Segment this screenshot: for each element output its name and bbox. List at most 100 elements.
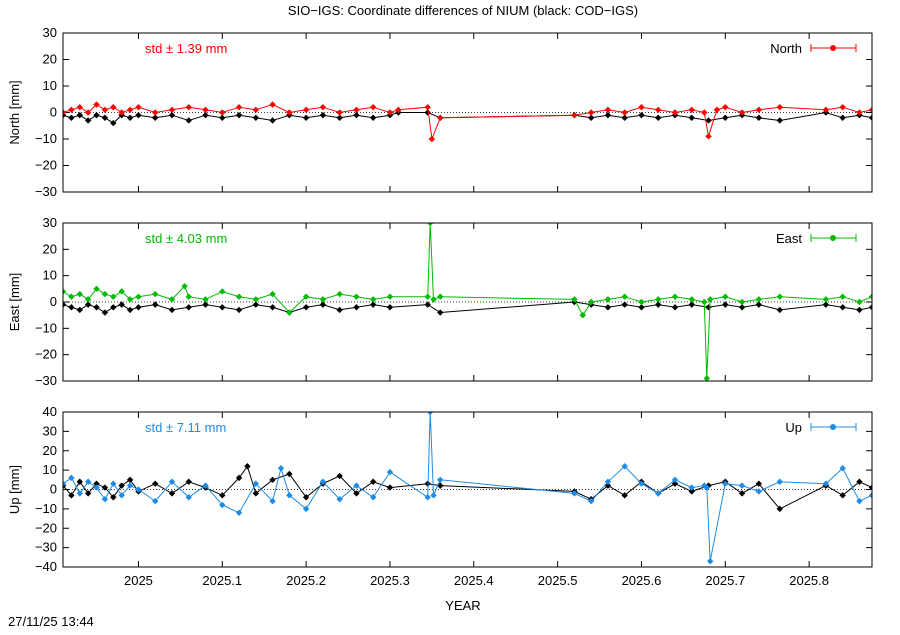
- data-point: [185, 478, 192, 485]
- data-point: [671, 109, 679, 116]
- plot-frame: [62, 222, 873, 382]
- data-point: [219, 304, 226, 311]
- data-point: [701, 109, 708, 116]
- data-point: [705, 304, 712, 311]
- data-point: [269, 304, 276, 311]
- data-point: [235, 293, 243, 300]
- data-point: [386, 293, 394, 300]
- series-north: [63, 101, 872, 143]
- data-point: [703, 484, 711, 491]
- data-point: [152, 114, 159, 121]
- data-point: [202, 296, 209, 303]
- data-point: [671, 304, 679, 311]
- data-point: [126, 306, 134, 314]
- data-point: [302, 505, 310, 513]
- data-point: [755, 106, 763, 114]
- legend-label: Up: [785, 420, 802, 435]
- data-point: [369, 478, 377, 485]
- series-reference: [63, 463, 872, 513]
- data-point: [202, 106, 209, 114]
- y-tick-label: −40: [35, 559, 57, 574]
- data-point: [302, 494, 310, 501]
- data-point: [571, 111, 578, 119]
- data-point: [856, 109, 863, 116]
- data-point: [101, 309, 109, 316]
- series-reference: [63, 109, 872, 127]
- data-point: [269, 290, 276, 298]
- data-point: [84, 117, 92, 124]
- data-point: [319, 478, 327, 485]
- timestamp: 27/11/25 13:44: [8, 614, 94, 629]
- data-point: [655, 301, 662, 308]
- data-point: [181, 283, 188, 290]
- data-point: [604, 111, 612, 119]
- data-point: [126, 476, 134, 484]
- data-point: [604, 296, 612, 303]
- data-point: [369, 494, 377, 501]
- data-point: [688, 488, 695, 495]
- data-point: [168, 296, 176, 303]
- data-point: [319, 296, 327, 303]
- data-point: [604, 106, 612, 114]
- data-point: [722, 114, 729, 121]
- data-point: [353, 482, 360, 489]
- data-point: [705, 117, 712, 124]
- data-point: [755, 296, 763, 303]
- data-point: [219, 114, 226, 121]
- data-point: [856, 306, 863, 314]
- data-point: [655, 114, 662, 121]
- data-point: [235, 306, 243, 314]
- data-point: [152, 290, 159, 298]
- data-point: [571, 296, 578, 303]
- y-tick-label: 20: [43, 443, 57, 458]
- y-tick-label: 10: [43, 462, 57, 477]
- data-point: [152, 497, 159, 505]
- data-point: [302, 293, 310, 300]
- data-point: [776, 505, 783, 513]
- data-point: [286, 470, 293, 478]
- data-point: [219, 501, 226, 509]
- data-point: [437, 309, 444, 316]
- data-point: [839, 464, 846, 472]
- x-tick-label: 2025.3: [370, 573, 410, 588]
- data-point: [76, 306, 83, 314]
- data-point: [126, 114, 134, 121]
- x-tick-label: 2025.2: [286, 573, 326, 588]
- data-point: [135, 293, 142, 300]
- x-tick-label: 2025.4: [454, 573, 494, 588]
- series-line: [63, 301, 872, 314]
- data-point: [185, 494, 192, 501]
- data-point: [839, 104, 846, 111]
- data-point: [353, 490, 360, 497]
- data-point: [424, 301, 431, 308]
- data-point: [688, 484, 695, 491]
- data-point: [68, 304, 75, 311]
- y-tick-label: −20: [35, 520, 57, 535]
- x-tick-label: 2025: [124, 573, 153, 588]
- data-point: [93, 101, 100, 108]
- x-tick-label: 2025.5: [538, 573, 578, 588]
- data-point: [277, 464, 285, 472]
- series-line: [63, 223, 872, 379]
- legend-label: East: [776, 231, 802, 246]
- data-point: [638, 104, 645, 111]
- data-point: [269, 101, 276, 108]
- x-tick-label: 2025.8: [789, 573, 829, 588]
- y-tick-label: −20: [35, 347, 57, 362]
- data-point: [168, 490, 176, 497]
- data-point: [424, 293, 431, 300]
- y-tick-label: 30: [43, 215, 57, 230]
- data-point: [118, 288, 125, 295]
- data-point: [185, 304, 192, 311]
- data-point: [126, 482, 134, 489]
- data-point: [671, 293, 679, 300]
- data-point: [707, 557, 714, 565]
- data-point: [286, 109, 293, 116]
- data-point: [426, 412, 434, 416]
- data-point: [202, 301, 209, 308]
- data-point: [822, 301, 830, 308]
- data-point: [868, 106, 872, 114]
- y-tick-label: −10: [35, 131, 57, 146]
- data-point: [738, 490, 746, 497]
